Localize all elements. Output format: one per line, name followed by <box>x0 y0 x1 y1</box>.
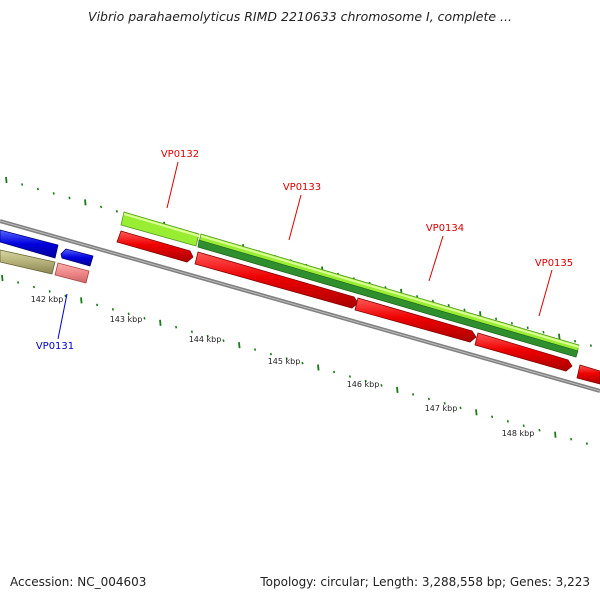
lower-tick <box>17 281 20 284</box>
upper-tick <box>526 326 529 330</box>
map-title: Vibrio parahaemolyticus RIMD 2210633 chr… <box>88 9 512 24</box>
upper-tick <box>52 192 55 195</box>
lower-tick <box>380 384 383 387</box>
lower-tick <box>459 406 462 410</box>
lower-tick <box>317 364 320 371</box>
upper-tick <box>100 205 103 209</box>
upper-tick <box>574 339 577 343</box>
lower-tick <box>554 431 557 438</box>
upper-tick <box>5 176 8 184</box>
svg-text:VP0131: VP0131 <box>36 341 74 352</box>
svg-text:VP0132: VP0132 <box>161 149 199 160</box>
gene-feature-pink[interactable] <box>54 262 90 284</box>
upper-tick <box>589 344 592 347</box>
lower-tick <box>570 437 573 441</box>
lower-tick <box>175 325 178 329</box>
backbone <box>0 219 600 393</box>
lower-tick <box>475 409 478 416</box>
accession-text: Accession: NC_004603 <box>10 575 147 589</box>
lower-tick <box>301 361 304 365</box>
gene-label-vp0135[interactable]: VP0135 <box>535 258 573 317</box>
lower-tick <box>238 342 241 349</box>
cds-vp0133[interactable] <box>194 251 359 309</box>
lower-tick-track <box>1 274 588 445</box>
lower-tick <box>522 424 525 428</box>
ruler-label-146: 146 kbp <box>347 380 380 389</box>
lower-tick <box>585 442 588 445</box>
lower-tick <box>32 285 35 289</box>
upper-tick <box>495 317 498 321</box>
cds-vp0134[interactable] <box>354 297 477 343</box>
cds-vp0132[interactable] <box>116 230 194 263</box>
upper-tick <box>68 196 71 200</box>
gene-label-vp0133[interactable]: VP0133 <box>283 182 321 241</box>
svg-text:VP0133: VP0133 <box>283 182 321 193</box>
upper-tick <box>36 187 39 191</box>
gene-feature-blue[interactable] <box>0 229 59 259</box>
lower-tick <box>80 297 83 304</box>
ruler-label-148: 148 kbp <box>502 429 535 438</box>
svg-text:VP0134: VP0134 <box>426 223 464 234</box>
lower-tick <box>159 319 162 326</box>
lower-tick <box>48 290 51 293</box>
upper-tick <box>542 330 545 334</box>
lower-tick <box>222 339 225 343</box>
lower-tick <box>506 419 509 423</box>
ruler-label-143: 143 kbp <box>110 315 143 324</box>
lower-tick <box>254 348 257 351</box>
gene-feature-vp0132[interactable] <box>120 211 200 247</box>
lower-tick <box>143 316 146 320</box>
lower-tick <box>443 401 446 405</box>
gene-feature-blue-small[interactable] <box>60 248 94 267</box>
upper-tick <box>463 308 466 312</box>
lower-tick <box>412 393 415 396</box>
svg-text:VP0135: VP0135 <box>535 258 573 269</box>
lower-tick <box>269 352 272 356</box>
upper-tick <box>431 299 434 303</box>
gene-feature-tan[interactable] <box>0 249 56 275</box>
gene-label-vp0131[interactable]: VP0131 <box>36 293 74 352</box>
ruler-label-144: 144 kbp <box>189 335 222 344</box>
lower-tick <box>364 379 367 383</box>
lower-tick <box>96 303 99 307</box>
upper-tick <box>558 333 561 340</box>
gene-feature-vp0133-0135[interactable] <box>197 233 580 358</box>
cds-vp0135[interactable] <box>474 332 573 372</box>
ruler-labels: 142 kbp 143 kbp 144 kbp 145 kbp 146 kbp … <box>31 295 535 438</box>
lower-tick <box>538 428 541 432</box>
gene-label-vp0134[interactable]: VP0134 <box>426 223 464 282</box>
lower-tick <box>285 357 288 360</box>
lower-tick <box>427 397 430 401</box>
upper-tick <box>115 209 118 213</box>
ruler-label-142: 142 kbp <box>31 295 64 304</box>
cds-next[interactable] <box>576 364 600 385</box>
gene-label-vp0132[interactable]: VP0132 <box>161 149 199 209</box>
lower-tick <box>206 334 209 338</box>
ruler-label-145: 145 kbp <box>268 357 301 366</box>
lower-tick <box>333 370 336 374</box>
lower-tick <box>64 294 67 298</box>
lower-tick <box>111 307 114 311</box>
lower-tick <box>1 274 4 282</box>
lower-tick <box>491 415 494 419</box>
lower-tick <box>348 375 351 378</box>
topology-text: Topology: circular; Length: 3,288,558 bp… <box>260 575 590 589</box>
ruler-label-147: 147 kbp <box>425 404 458 413</box>
upper-tick <box>21 183 24 186</box>
upper-tick <box>447 303 450 307</box>
lower-tick <box>396 386 399 393</box>
lower-tick <box>127 312 130 316</box>
upper-tick <box>510 321 513 325</box>
upper-tick <box>84 199 87 206</box>
lower-tick <box>190 330 193 334</box>
